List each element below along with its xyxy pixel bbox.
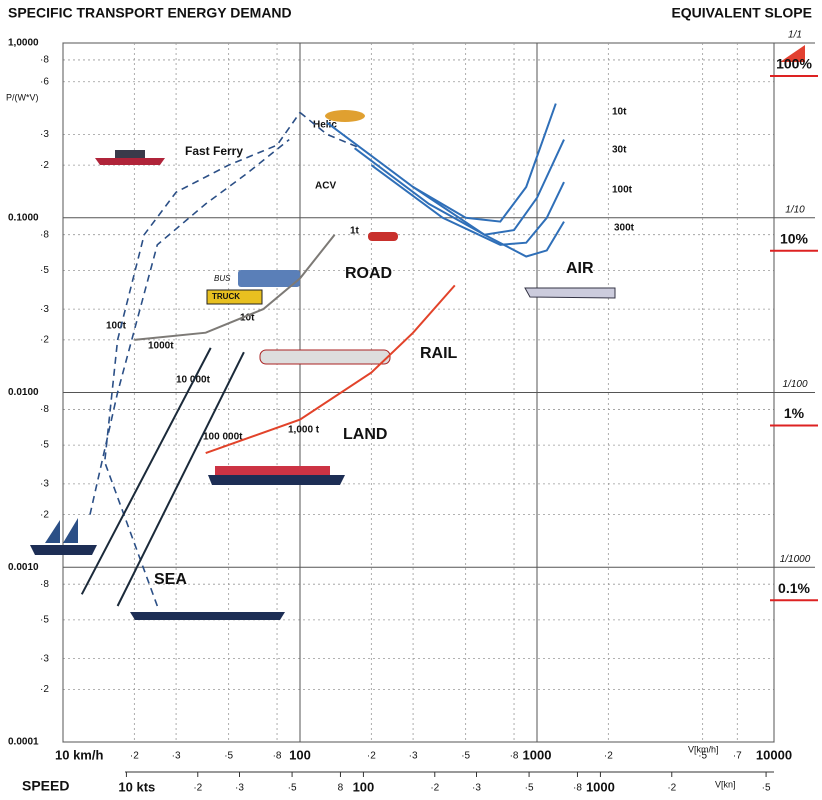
series-line [327,104,556,222]
series-label: RAIL [420,345,458,362]
y-tick-label: ·8 [40,55,49,66]
x-tick-label: ·2 [604,751,613,762]
x2-tick-label: ·5 [525,783,534,794]
x-tick-label: ·8 [510,751,519,762]
x-tick-label: ·7 [733,751,742,762]
x-tick-label: ·3 [409,751,418,762]
series-label: 300t [614,223,635,234]
x-tick-label: ·5 [461,751,470,762]
x-tick-label: ·2 [130,751,139,762]
y-tick-label: 0.0010 [8,562,39,573]
containers-icon [215,466,330,475]
plane-icon [525,288,615,298]
x2-tick-label: ·2 [430,783,439,794]
y-tick-label: ·3 [40,479,49,490]
train-icon [260,350,390,364]
slope-percent-label: 100% [776,56,812,72]
x2-tick-label: ·3 [472,783,481,794]
series-line [413,187,564,257]
x2-tick-label: ·5 [288,783,297,794]
series-label: 30t [612,145,627,156]
x-tick-label: ·3 [172,751,181,762]
icons [30,45,805,620]
bus-icon [238,270,300,287]
series-label: ROAD [345,265,392,282]
series-label: ACV [315,181,336,192]
series-label: Helic [313,120,337,131]
x-tick-label: 1000 [523,747,552,762]
annotation: AIR [566,260,594,277]
x-tick-label: 10000 [756,747,792,762]
annotation: 1,000 t [288,425,320,436]
x-tick-label: ·5 [224,751,233,762]
y2-tick-label: 1/1000 [780,554,811,565]
y-tick-label: ·3 [40,304,49,315]
sailboat-hull [30,545,97,555]
y-tick-label: 0.0100 [8,387,39,398]
tanker-icon [130,612,285,620]
series-line [206,285,455,453]
y2-tick-label: 1/10 [785,204,805,215]
series-label: 100t [612,185,633,196]
x-tick-label: ·2 [367,751,376,762]
y-tick-label: ·3 [40,129,49,140]
y-tick-label: ·8 [40,229,49,240]
y-tick-label: 1,0000 [8,38,39,49]
y2-title: EQUIVALENT SLOPE [671,5,812,21]
x2-tick-label: ·5 [762,783,771,794]
annotation: SEA [154,571,187,588]
y-tick-label: ·2 [40,684,49,695]
x2-tick-label: ·2 [667,783,676,794]
series-label: Fast Ferry [185,144,243,158]
x2-tick-label: ·2 [193,783,202,794]
x-tick-label: ·5 [698,751,707,762]
slope-percent-label: 0.1% [778,580,810,596]
annotation: 1t [350,226,360,237]
y-tick-label: ·2 [40,335,49,346]
x2-unit-label: V[kn] [715,779,736,789]
car-icon [368,232,398,241]
y-tick-label: ·8 [40,404,49,415]
chart-title: SPECIFIC TRANSPORT ENERGY DEMAND [8,5,292,21]
y-tick-label: ·3 [40,653,49,664]
series-line [134,235,334,340]
y-tick-label: ·2 [40,160,49,171]
ferry-cabin [115,150,145,158]
y-tick-label: 0.0001 [8,737,39,748]
y-tick-label: ·2 [40,509,49,520]
y-tick-label: ·6 [40,76,49,87]
y-tick-label: ·5 [40,265,49,276]
y-axis-label: P/(W*V) [6,92,39,102]
x-tick-label: 100 [289,747,311,762]
series-label: 10t [612,107,627,118]
annotation: TRUCK [212,292,240,301]
x2-tick-label: ·8 [573,783,582,794]
x2-tick-label: 100 [353,779,375,794]
y2-tick-label: 1/100 [782,379,807,390]
slope-percent-label: 10% [780,230,809,246]
x-tick-label: 10 km/h [55,747,103,762]
x2-tick-label: ·3 [235,783,244,794]
slope-percent-label: 1% [784,405,805,421]
x2-tick-label: 8 [338,783,344,794]
y-tick-label: ·8 [40,579,49,590]
y2-tick-label: 1/1 [788,30,802,41]
x-tick-label: ·8 [273,751,282,762]
ferry-icon [95,158,165,165]
annotation: 1000t [148,341,174,352]
chart: SPECIFIC TRANSPORT ENERGY DEMAND EQUIVAL… [0,0,822,800]
x2-tick-label: 1000 [586,779,615,794]
annotation: 100t [106,321,127,332]
container-ship-icon [208,475,345,485]
sailboat-sails [45,518,78,543]
y-tick-label: ·5 [40,440,49,451]
y-tick-label: 0.1000 [8,212,39,223]
x-axis-label: SPEED [22,778,69,794]
series-line [82,348,211,594]
annotation: BUS [214,274,231,283]
x2-tick-label: 10 kts [118,779,155,794]
series-line [355,140,564,235]
annotation: LAND [343,426,387,443]
y-tick-label: ·5 [40,614,49,625]
